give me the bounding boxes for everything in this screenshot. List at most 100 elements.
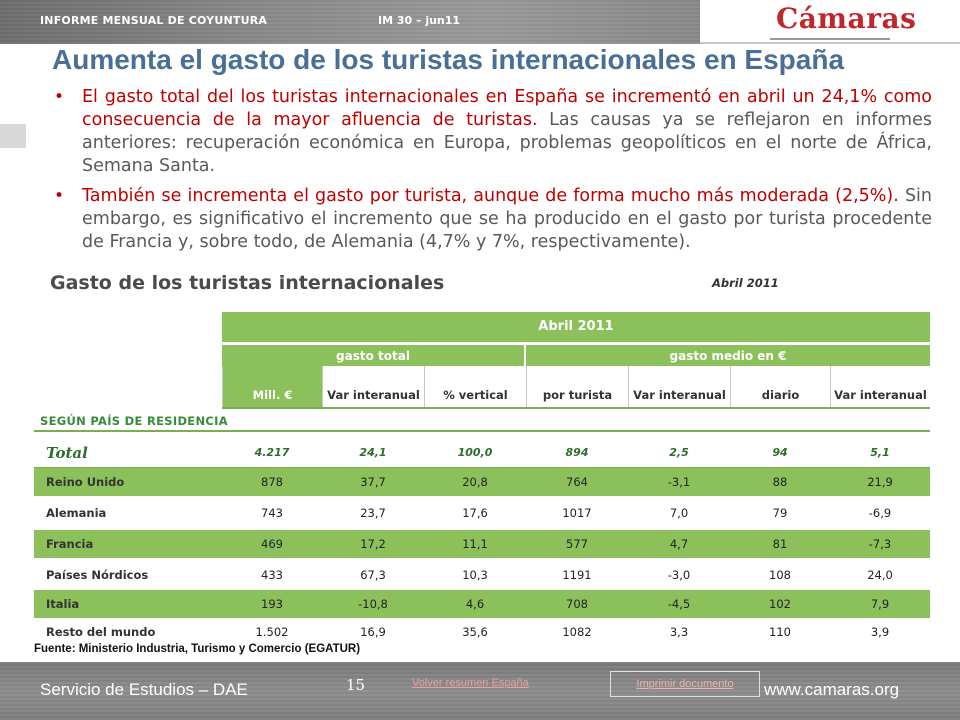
bullet-text: Sin embargo, es significativo el increme… [82,186,933,252]
back-to-summary-link[interactable]: Volver resumen España [412,677,529,689]
footer-website: www.camaras.org [764,680,900,699]
row-label: Italia [46,597,80,611]
bullet-dot-icon: • [54,87,65,107]
group-header-total: gasto total [222,344,524,366]
table-top-header: Abril 2011 [222,312,930,342]
col-header: Var interanual [322,366,424,408]
bullet-item: • El gasto total del los turistas intern… [52,86,932,178]
table-cell: -3,0 [667,568,691,582]
row-label: Países Nórdicos [46,568,149,582]
table-cell: 20,8 [462,475,488,489]
table-cell: -7,3 [868,537,892,551]
bullet-dot-icon: • [54,186,65,206]
bullet-highlight: También se incrementa el gasto por turis… [82,186,899,206]
table-cell: 17,2 [360,537,386,551]
table-divider [222,407,930,409]
table-cell: 4,7 [669,537,689,551]
footer-bar [0,662,960,720]
table-row: Francia 469 17,2 11,1 577 4,7 81 -7,3 [34,530,930,558]
page-title: Aumenta el gasto de los turistas interna… [52,44,845,75]
table-cell: 4.217 [254,446,290,459]
bullet-list: • El gasto total del los turistas intern… [52,86,932,261]
header-bar [0,0,700,44]
table-row: Alemania 743 23,7 17,6 1017 7,0 79 -6,9 [34,499,930,527]
row-label: Resto del mundo [46,625,156,639]
table-row: Países Nórdicos 433 67,3 10,3 1191 -3,0 … [34,561,930,589]
print-document-label: Imprimir documento [636,678,734,690]
table-divider [34,430,930,432]
table-cell: 878 [261,475,283,489]
col-header: Mill. € [222,366,322,408]
table-cell: 100,0 [457,446,493,459]
bullet-text: Las causas ya se reflejaron en informes … [82,110,932,176]
table-cell: 764 [566,475,588,489]
table-cell: 94 [772,446,788,459]
col-header: Var interanual [830,366,930,408]
table-cell: 7,0 [669,506,689,520]
table-cell: 21,9 [867,475,893,489]
section-label: SEGÚN PAÍS DE RESIDENCIA [40,414,228,428]
table-cell: -4,5 [667,597,691,611]
table-cell: 10,3 [462,568,488,582]
table-cell: -10,8 [358,597,388,611]
row-label: Total [46,444,88,462]
bullet-item: • También se incrementa el gasto por tur… [52,185,932,254]
table-cell: 88 [772,475,788,489]
table-cell: 1082 [562,625,592,639]
table-cell: 37,7 [360,475,386,489]
table-cell: 17,6 [462,506,488,520]
table-cell: -3,1 [667,475,691,489]
table-cell: 433 [261,568,283,582]
table-title: Gasto de los turistas internacionales [50,272,445,294]
table-source: Fuente: Ministerio Industria, Turismo y … [34,643,361,655]
table-date: Abril 2011 [712,276,779,290]
table-cell: 1.502 [255,625,289,639]
col-header: % vertical [424,366,526,408]
table-row-total: Total 4.217 24,1 100,0 894 2,5 94 5,1 [34,439,930,467]
table-cell: 108 [769,568,791,582]
table-divider [34,467,930,468]
table-row: Reino Unido 878 37,7 20,8 764 -3,1 88 21… [34,468,930,496]
logo-area [700,0,960,44]
table-cell: 81 [772,537,788,551]
bullet-highlight: El gasto total del los turistas internac… [82,87,932,130]
group-header-medio: gasto medio en € [526,344,930,366]
col-header: por turista [526,366,628,408]
table-cell: 1017 [562,506,592,520]
table-cell: 469 [261,537,283,551]
table-cell: 24,0 [867,568,893,582]
table-cell: 4,6 [465,597,485,611]
page-number: 15 [346,676,366,694]
row-label: Alemania [46,506,107,520]
table-cell: 110 [769,625,791,639]
table-cell: 5,1 [870,446,890,459]
report-name: INFORME MENSUAL DE COYUNTURA [40,14,268,27]
table-cell: 7,9 [870,597,890,611]
table-cell: 35,6 [462,625,488,639]
table-cell: 102 [769,597,791,611]
table-cell: 2,5 [669,446,689,459]
camaras-logo: Cámaras [776,2,917,35]
table-cell: 743 [261,506,283,520]
print-document-button[interactable]: Imprimir documento [610,671,760,697]
table-row: Italia 193 -10,8 4,6 708 -4,5 102 7,9 [34,590,930,618]
row-label: Reino Unido [46,475,125,489]
table-cell: 894 [565,446,589,459]
table-cell: 11,1 [462,537,488,551]
logo-underline [770,38,890,40]
table-cell: 23,7 [360,506,386,520]
table-cell: 1191 [562,568,592,582]
table-cell: 3,3 [669,625,689,639]
table-cell: 577 [566,537,588,551]
table-cell: 708 [566,597,588,611]
issue-label: IM 30 – jun11 [378,14,461,27]
table-cell: 67,3 [360,568,386,582]
table-cell: 16,9 [360,625,386,639]
row-label: Francia [46,537,94,551]
table-cell: 3,9 [870,625,890,639]
col-header: diario [730,366,830,408]
side-tab [0,124,26,148]
footer-department: Servicio de Estudios – DAE [40,680,248,699]
table-cell: -6,9 [868,506,892,520]
col-header: Var interanual [628,366,730,408]
